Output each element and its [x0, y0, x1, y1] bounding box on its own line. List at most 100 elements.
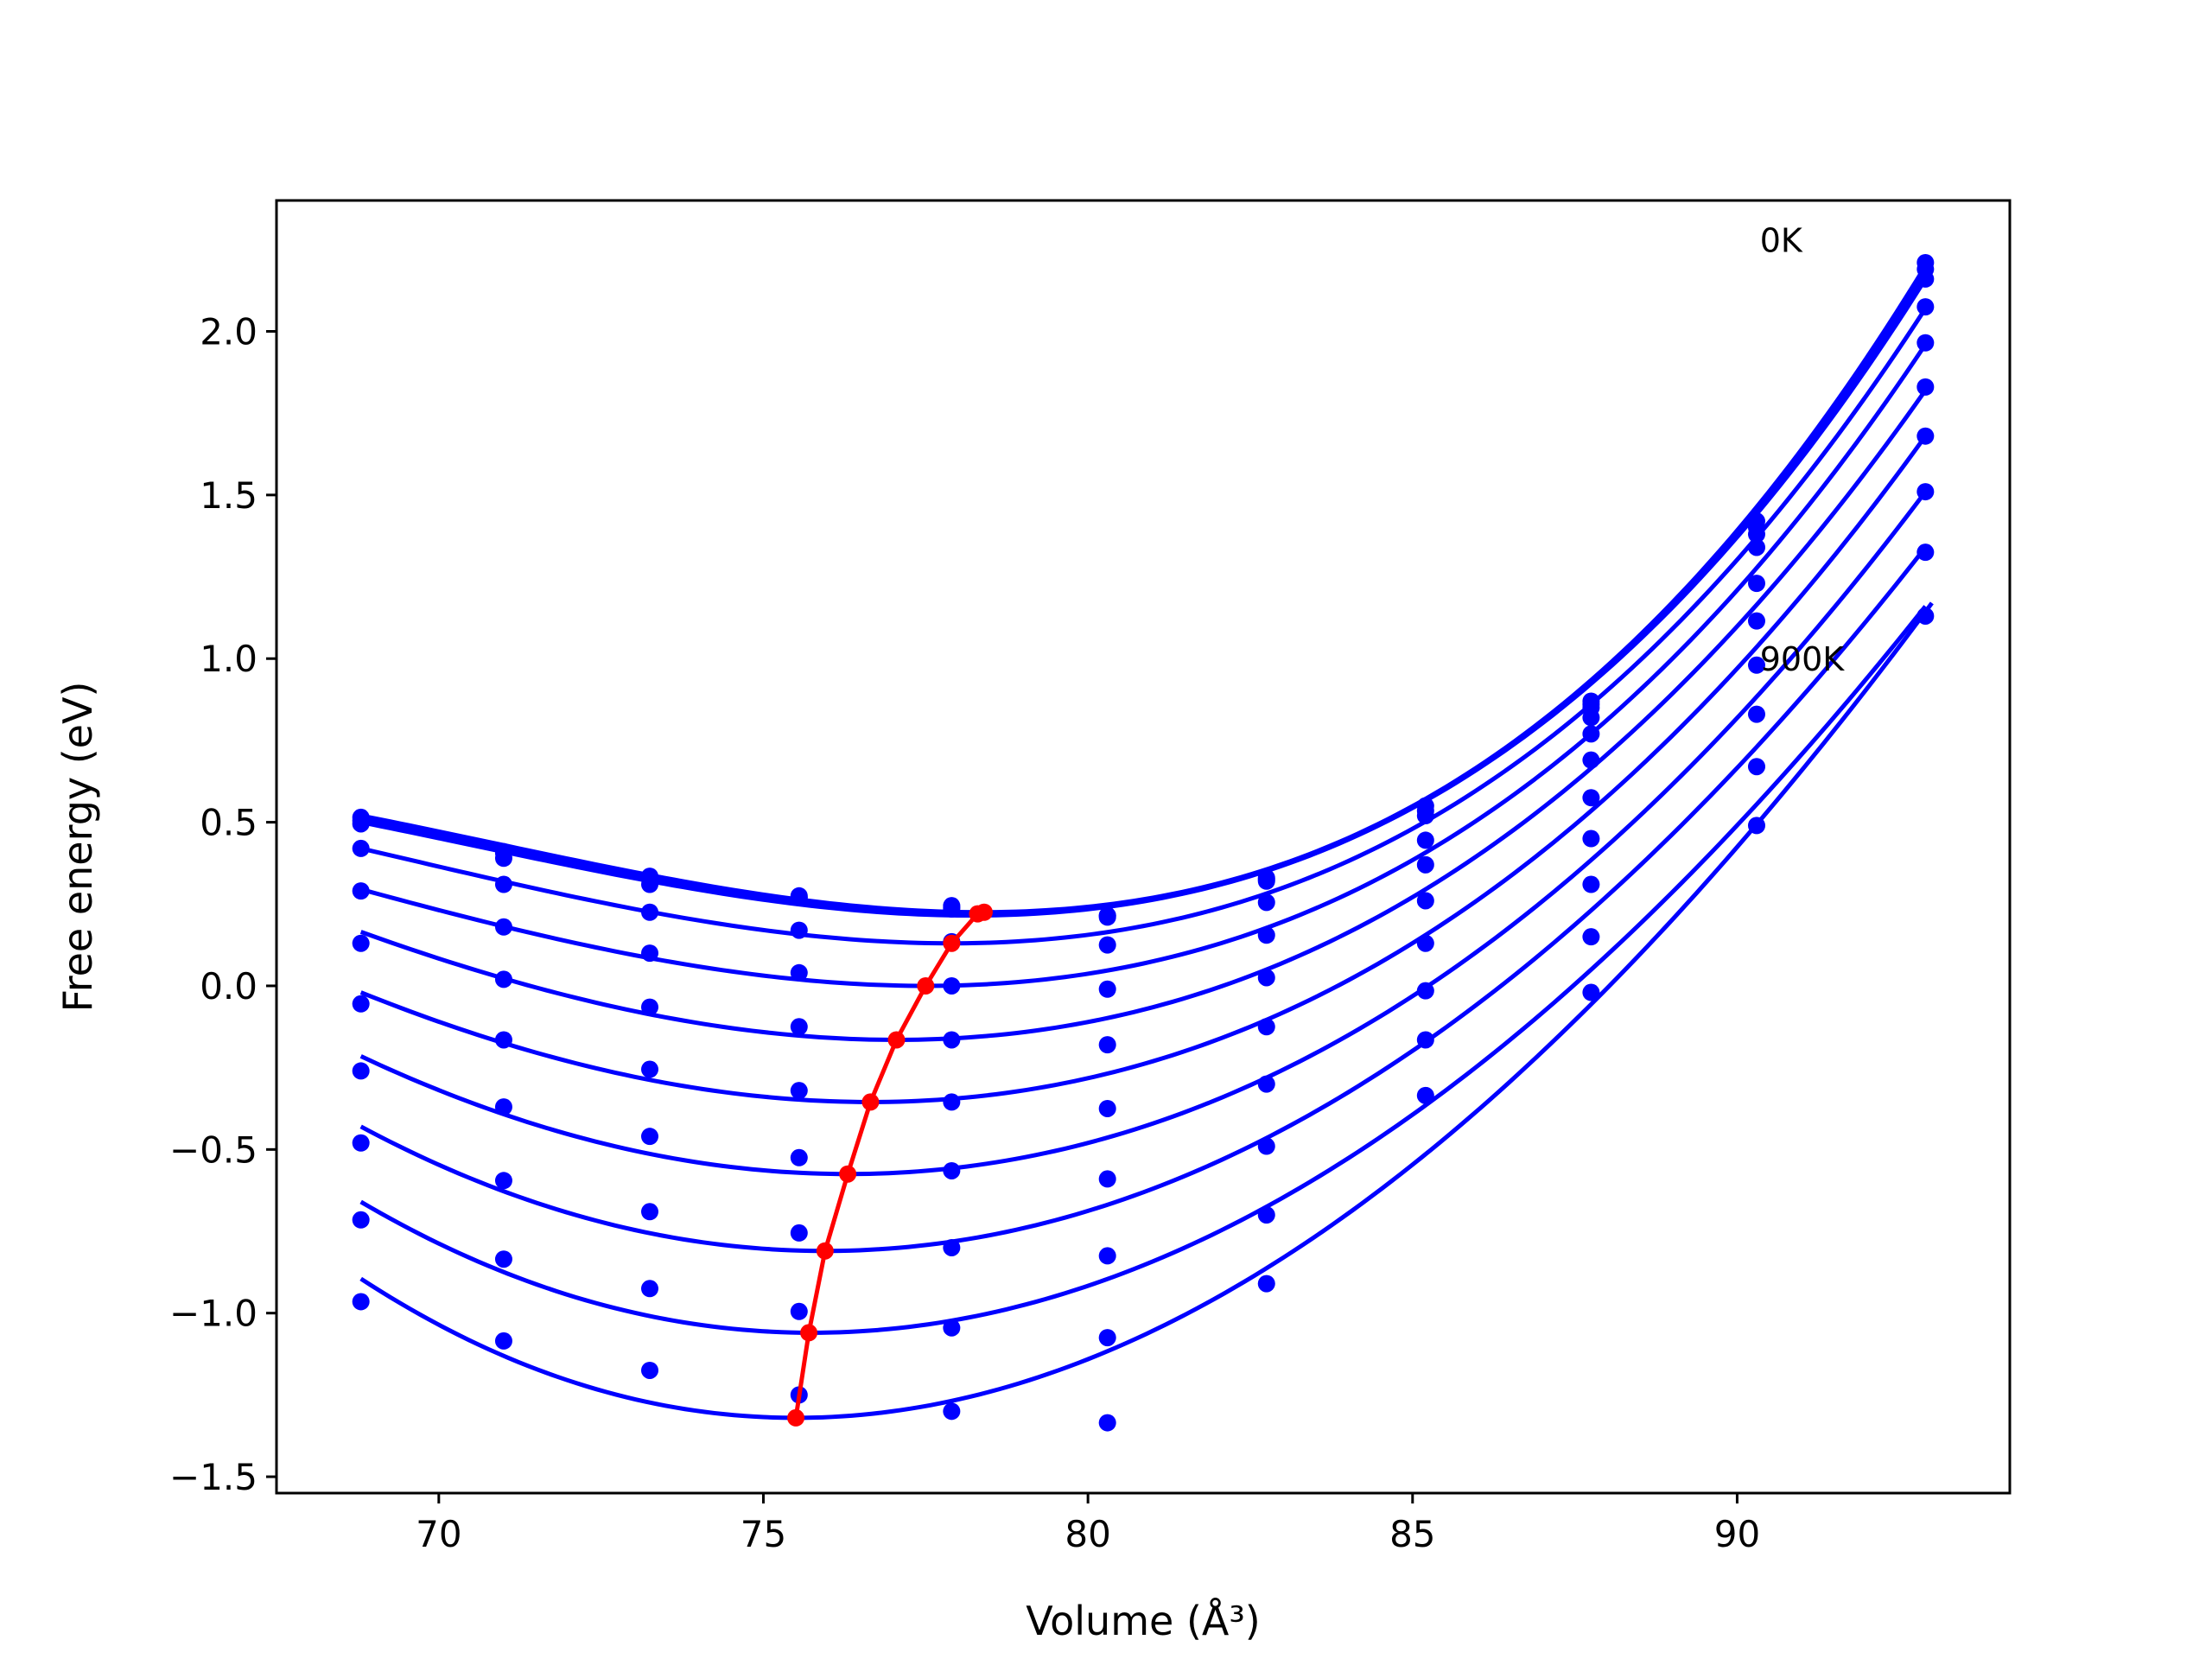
data-point-6-0	[352, 995, 370, 1013]
minima-point-7	[816, 1242, 834, 1260]
data-point-5-6	[1257, 969, 1275, 987]
data-point-4-2	[641, 944, 658, 963]
x-tick-label-2: 80	[1065, 1513, 1110, 1555]
data-point-4-7	[1416, 855, 1434, 874]
y-axis-ticks: −1.5 −1.0 −0.5 0.0 0.5 1.0 1.5 2.0	[169, 310, 276, 1498]
minima-point-9	[787, 1408, 805, 1427]
data-point-3-1	[494, 875, 512, 893]
data-point-10-5	[1098, 1414, 1116, 1432]
data-point-6-7	[1416, 934, 1434, 952]
data-point-4-0	[352, 882, 370, 900]
data-point-10-0	[352, 1293, 370, 1311]
data-point-8-9	[1747, 758, 1765, 776]
data-point-5-4	[943, 1031, 961, 1049]
data-point-4-4	[943, 976, 961, 995]
y-axis-label: Free energy (eV)	[54, 682, 101, 1013]
data-point-10-2	[641, 1361, 658, 1379]
minima-point-8	[800, 1324, 818, 1342]
fit-curve-8	[359, 545, 1928, 1254]
x-tick-label-1: 75	[741, 1513, 786, 1555]
data-point-7-8	[1582, 830, 1600, 848]
data-point-6-6	[1257, 1018, 1275, 1036]
data-point-9-0	[352, 1211, 370, 1229]
data-point-7-5	[1098, 1170, 1116, 1188]
data-point-8-1	[494, 1172, 512, 1190]
data-point-8-10	[1916, 543, 1935, 562]
fit-curve-10	[359, 601, 1934, 1421]
data-point-7-1	[494, 1098, 512, 1116]
data-point-10-4	[943, 1402, 961, 1421]
data-point-8-4	[943, 1238, 961, 1256]
y-tick-label-6: 1.5	[200, 474, 257, 517]
data-point-8-5	[1098, 1247, 1116, 1265]
data-point-7-2	[641, 1128, 658, 1146]
data-point-8-7	[1416, 1031, 1434, 1049]
plot-marks	[352, 253, 1935, 1432]
data-point-5-9	[1747, 612, 1765, 630]
data-point-6-3	[790, 1082, 808, 1100]
x-tick-label-3: 85	[1389, 1513, 1435, 1555]
data-point-2-9	[1747, 525, 1765, 543]
data-point-5-0	[352, 934, 370, 952]
data-point-5-2	[641, 998, 658, 1016]
data-point-9-9	[1747, 817, 1765, 835]
data-point-5-5	[1098, 1036, 1116, 1054]
fit-curve-6	[359, 435, 1928, 1104]
data-point-3-0	[352, 839, 370, 857]
data-point-4-6	[1257, 926, 1275, 944]
data-point-2-7	[1416, 807, 1434, 825]
data-point-5-7	[1416, 892, 1434, 910]
data-point-3-10	[1916, 298, 1935, 316]
data-point-4-1	[494, 918, 512, 936]
data-point-2-3	[790, 888, 808, 906]
data-point-3-3	[790, 921, 808, 939]
data-point-8-3	[790, 1224, 808, 1242]
y-tick-label-0: −1.5	[169, 1456, 257, 1498]
data-point-3-2	[641, 903, 658, 921]
annotation-0: 0K	[1760, 221, 1803, 259]
minima-point-4	[887, 1031, 906, 1049]
y-tick-label-1: −1.0	[169, 1293, 257, 1335]
data-point-4-8	[1582, 725, 1600, 743]
annotations: 0K 900K	[1760, 221, 1846, 678]
data-point-2-6	[1257, 872, 1275, 890]
data-point-2-4	[943, 899, 961, 918]
data-point-9-4	[943, 1319, 961, 1337]
data-point-9-10	[1916, 607, 1935, 625]
data-point-5-10	[1916, 378, 1935, 396]
data-point-2-5	[1098, 908, 1116, 926]
data-point-9-8	[1582, 928, 1600, 946]
data-point-7-10	[1916, 483, 1935, 501]
y-tick-label-3: 0.0	[200, 965, 257, 1007]
data-point-2-1	[494, 849, 512, 868]
data-point-4-5	[1098, 980, 1116, 998]
data-point-8-0	[352, 1134, 370, 1152]
fit-curve-3	[360, 307, 1928, 946]
plot-frame	[275, 199, 2012, 1495]
data-point-9-3	[790, 1302, 808, 1320]
data-point-4-3	[790, 963, 808, 982]
minima-point-6	[839, 1165, 857, 1183]
data-point-7-4	[943, 1161, 961, 1179]
fit-curve-7	[359, 490, 1928, 1177]
data-point-7-9	[1747, 705, 1765, 723]
data-point-6-9	[1747, 656, 1765, 674]
data-point-6-10	[1916, 427, 1935, 445]
data-point-6-4	[943, 1093, 961, 1111]
data-point-3-5	[1098, 936, 1116, 954]
data-point-2-0	[352, 815, 370, 833]
data-point-9-6	[1257, 1206, 1275, 1224]
data-point-5-3	[790, 1018, 808, 1036]
x-axis-ticks: 70 75 80 85 90	[416, 1493, 1760, 1555]
data-point-2-2	[641, 875, 658, 893]
minima-point-3	[917, 976, 935, 995]
data-point-10-1	[494, 1332, 512, 1350]
minima-line	[793, 910, 985, 1419]
fit-curve-9	[359, 605, 1928, 1335]
minima-point-5	[861, 1093, 880, 1111]
y-tick-label-2: −0.5	[169, 1128, 257, 1171]
data-point-7-7	[1416, 982, 1434, 1000]
data-point-3-9	[1747, 538, 1765, 556]
